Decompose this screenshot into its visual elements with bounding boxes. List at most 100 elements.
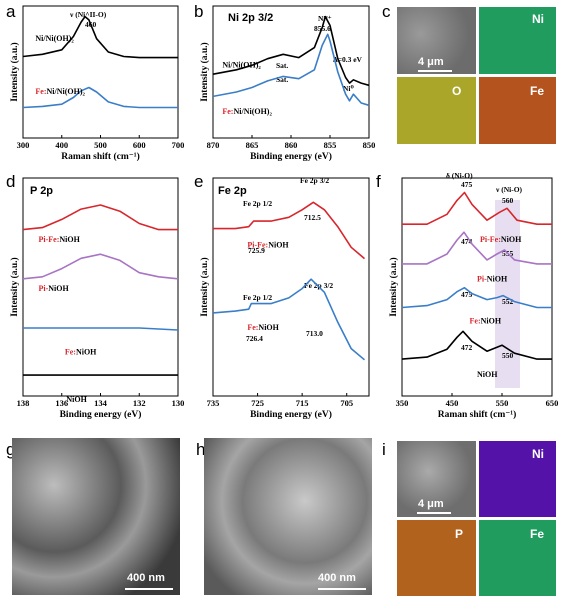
series-line-d-1 (22, 253, 179, 280)
x-tick-label-b-0: 870 (207, 140, 220, 150)
x-tick-label-a-0: 300 (17, 140, 30, 150)
series-line-f-0 (402, 191, 552, 225)
eds-label-ni-c: Ni (532, 12, 544, 26)
series-line-e-0 (213, 201, 366, 260)
ann-e-8: 713.0 (306, 329, 323, 338)
x-axis-label-a: Raman shift (cm⁻¹) (61, 151, 140, 162)
series-label-a-1: Fe:Ni/Ni(OH)₂ (35, 87, 85, 96)
ann-e-3: Fe 2p 1/2 (243, 199, 272, 208)
x-axis-label-e: Binding energy (eV) (250, 409, 332, 420)
panel-label-d: d (6, 172, 16, 191)
ann-e-4: 725.9 (248, 246, 265, 255)
y-axis-label-e: Intensity (a.u.) (199, 257, 210, 316)
series-line-f-3 (401, 330, 552, 360)
ann-e-6: 726.4 (246, 334, 263, 343)
series-label-a-0: Ni/Ni(OH)₂ (35, 34, 74, 43)
series-label-f-2: Fe:NiOH (470, 316, 502, 325)
panel-label-a: a (6, 2, 16, 21)
x-tick-label-e-3: 705 (340, 398, 353, 408)
eds-label-ni-i: Ni (532, 447, 544, 461)
series-line-f-2 (401, 286, 552, 309)
ann-e-2: 712.5 (304, 213, 321, 222)
y-axis-label-b: Intensity (a.u.) (199, 42, 210, 101)
panel-label-g: g (6, 440, 16, 459)
series-label-f-1: Pi-NiOH (477, 275, 508, 284)
x-tick-label-a-1: 400 (55, 140, 68, 150)
scalebar-label-c: 4 μm (418, 56, 444, 68)
x-tick-label-f-0: 350 (396, 398, 409, 408)
x-tick-label-d-3: 132 (133, 398, 146, 408)
raman-band-highlight (495, 200, 520, 388)
sem-image-h (204, 438, 372, 595)
series-line-a-0 (22, 15, 178, 59)
annotations-b: Ni 2p 3/2 Sat. Sat. Ni²⁺ 855.6 Δ=0.3 eV … (228, 12, 363, 93)
eds-map-ni-c (479, 7, 556, 74)
x-tick-label-b-3: 855 (324, 140, 337, 150)
x-tick-label-d-1: 136 (55, 398, 68, 408)
ann-e-5: Fe 2p 1/2 (243, 293, 272, 302)
scalebar-h (318, 588, 366, 590)
series-label-e-0: Pi-Fe:NiOH (247, 240, 289, 249)
plot-frame-f (401, 177, 553, 397)
x-axis-label-f: Raman shift (cm⁻¹) (438, 409, 517, 420)
x-tick-label-d-4: 130 (172, 398, 185, 408)
x-tick-label-d-0: 138 (17, 398, 30, 408)
series-label-b-0: Ni/Ni(OH)₂ (222, 61, 261, 70)
x-tick-label-d-2: 134 (94, 398, 108, 408)
eds-map-p-i (397, 520, 476, 596)
scalebar-label-i: 4 μm (418, 498, 444, 510)
ann-b-delta: Δ=0.3 eV (333, 55, 363, 64)
scalebar-label-h: 400 nm (318, 572, 356, 584)
annotations-d: P 2p (30, 185, 53, 197)
series-label-f-3: NiOH (477, 370, 498, 379)
ann-f-475b: 475 (461, 290, 473, 299)
panel-label-b: b (194, 2, 204, 21)
series-line-e-1 (212, 278, 366, 361)
x-tick-label-e-0: 735 (207, 398, 220, 408)
ann-f-472: 472 (461, 343, 473, 352)
series-line-b-1 (212, 33, 370, 107)
x-tick-label-a-2: 500 (94, 140, 107, 150)
x-tick-label-b-2: 860 (285, 140, 298, 150)
plot-frame-b (212, 5, 370, 139)
series-line-d-0 (22, 204, 178, 231)
ann-b-sat1: Sat. (276, 61, 288, 70)
x-tick-label-f-2: 550 (496, 398, 509, 408)
series-line-f-1 (402, 231, 552, 265)
title-b: Ni 2p 3/2 (228, 12, 273, 24)
annotations-e: Fe 2p Fe 2p 3/2 712.5 Fe 2p 1/2 725.9 Fe… (218, 176, 333, 343)
ann-f-delta: δ (Ni-O) (446, 171, 473, 180)
ann-e-1: Fe 2p 3/2 (300, 176, 329, 185)
series-line-a-1 (22, 86, 178, 109)
plot-frame-a (22, 5, 179, 139)
x-tick-label-f-3: 650 (546, 398, 559, 408)
scalebar-c (418, 70, 452, 72)
eds-label-fe-i: Fe (530, 527, 545, 541)
ann-b-ni0: Ni⁰ (343, 84, 355, 93)
series-label-d-0: Pi-Fe:NiOH (39, 235, 81, 244)
eds-map-fe-c (479, 77, 556, 144)
scalebar-g (125, 588, 173, 590)
y-axis-label-f: Intensity (a.u.) (388, 257, 399, 316)
x-tick-label-b-1: 865 (246, 140, 259, 150)
ann-b-sat2: Sat. (276, 75, 288, 84)
eds-map-fe-i (479, 520, 556, 596)
x-axis-label-d: Binding energy (eV) (60, 409, 142, 420)
y-axis-label-a: Intensity (a.u.) (9, 42, 20, 101)
ann-f-560: 560 (502, 196, 514, 205)
panel-label-f: f (376, 172, 381, 191)
plot-frame-e (212, 177, 370, 397)
ann-e-7: Fe 2p 3/2 (304, 281, 333, 290)
ann-a-nu: ν (Ni^II-O) (69, 10, 107, 19)
series-line-d-2 (23, 327, 179, 331)
title-d: P 2p (30, 185, 53, 197)
scalebar-i (417, 512, 451, 514)
sem-image-i (397, 441, 476, 517)
eds-label-o-c: O (452, 84, 462, 98)
x-tick-label-e-1: 725 (251, 398, 264, 408)
eds-map-ni-i (479, 441, 556, 517)
x-axis-label-b: Binding energy (eV) (250, 151, 332, 162)
ann-f-552: 552 (502, 297, 514, 306)
series-label-f-0: Pi-Fe:NiOH (480, 235, 522, 244)
